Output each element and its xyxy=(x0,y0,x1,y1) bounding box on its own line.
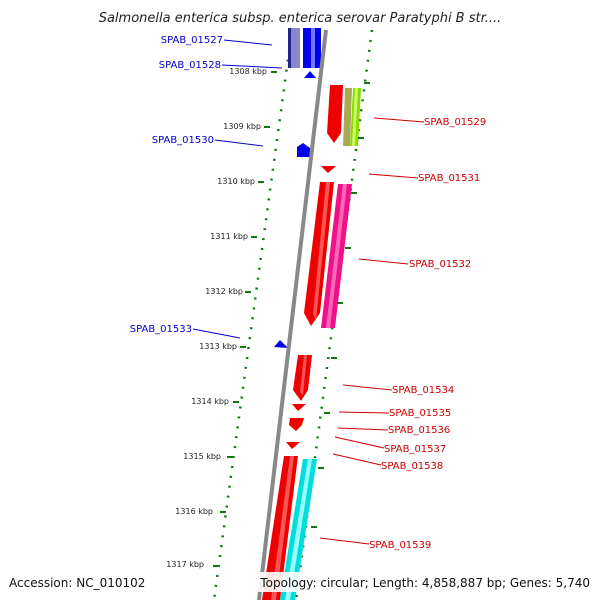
ruler-label: 1314 kbp xyxy=(191,397,229,406)
gene-spab-01527-shade xyxy=(291,28,300,68)
gene-spab-01539-hi xyxy=(285,459,312,600)
forward-gene-labels: SPAB_01529 SPAB_01531 SPAB_01532 SPAB_01… xyxy=(319,117,486,551)
gene-label-spab-01531[interactable]: SPAB_01531 xyxy=(418,173,480,184)
gene-spab-01530[interactable] xyxy=(297,143,310,157)
ruler-label: 1316 kbp xyxy=(175,507,213,516)
gene-label-spab-01537[interactable]: SPAB_01537 xyxy=(384,444,446,455)
gene-label-spab-01534[interactable]: SPAB_01534 xyxy=(392,385,454,396)
gene-label-spab-01536[interactable]: SPAB_01536 xyxy=(388,425,450,436)
genome-summary-text: Topology: circular; Length: 4,858,887 bp… xyxy=(259,576,590,590)
map-title: Salmonella enterica subsp. enterica sero… xyxy=(99,11,502,26)
gene-label-spab-01535[interactable]: SPAB_01535 xyxy=(389,408,451,419)
gene-spab-01538-hi xyxy=(271,456,294,600)
accession-text: Accession: NC_010102 xyxy=(9,576,145,590)
ruler-label: 1312 kbp xyxy=(205,287,243,296)
gene-spab-01532-hi xyxy=(313,182,330,320)
genome-backbone xyxy=(257,29,328,600)
leader-line xyxy=(319,537,370,545)
gene-spab-01532-pink-hi xyxy=(326,184,347,328)
leader-line xyxy=(338,411,390,414)
gene-spab-01537[interactable] xyxy=(286,442,300,449)
leader-line xyxy=(223,39,273,46)
gene-label-spab-01538[interactable]: SPAB_01538 xyxy=(381,461,443,472)
gene-spab-01536[interactable] xyxy=(289,418,304,431)
leader-line xyxy=(192,328,241,339)
reverse-gene-labels: SPAB_01527 SPAB_01528 SPAB_01530 SPAB_01… xyxy=(130,35,283,339)
inner-ticks xyxy=(305,82,370,579)
gene-label-spab-01528[interactable]: SPAB_01528 xyxy=(159,60,221,71)
leader-line xyxy=(214,139,264,147)
ruler-label: 1309 kbp xyxy=(223,122,261,131)
leader-line xyxy=(373,117,425,123)
kbp-ruler: 1308 kbp 1309 kbp 1310 kbp 1311 kbp 1312… xyxy=(166,67,277,569)
gene-label-spab-01533[interactable]: SPAB_01533 xyxy=(130,324,192,335)
gene-spab-01534-hi xyxy=(300,355,307,395)
ruler-label: 1311 kbp xyxy=(210,232,248,241)
gene-label-spab-01532[interactable]: SPAB_01532 xyxy=(409,259,471,270)
reverse-features xyxy=(274,28,321,348)
gene-spab-01529-olive xyxy=(343,88,352,146)
footer-left-bg xyxy=(4,572,150,592)
gene-spab-01535[interactable] xyxy=(292,404,306,411)
footer-right-bg xyxy=(256,572,594,592)
gene-label-spab-01527[interactable]: SPAB_01527 xyxy=(161,35,223,46)
ruler-label: 1308 kbp xyxy=(229,67,267,76)
leader-line xyxy=(334,436,385,449)
ruler-label: 1315 kbp xyxy=(183,452,221,461)
leader-line xyxy=(342,384,393,391)
gene-spab-01529-green-hi xyxy=(352,88,358,146)
gene-label-spab-01539[interactable]: SPAB_01539 xyxy=(369,540,431,551)
leader-line xyxy=(332,453,382,466)
ruler-label: 1317 kbp xyxy=(166,560,204,569)
ruler-label: 1313 kbp xyxy=(199,342,237,351)
leader-line xyxy=(358,258,409,265)
gene-spab-01528-head xyxy=(304,71,316,78)
gene-spab-01531[interactable] xyxy=(321,166,336,173)
leader-line xyxy=(337,427,389,431)
gene-label-spab-01530[interactable]: SPAB_01530 xyxy=(152,135,214,146)
gene-spab-01533[interactable] xyxy=(274,340,288,348)
leader-line xyxy=(368,173,419,179)
gene-spab-01528-highlight xyxy=(311,28,315,68)
gene-spab-01529[interactable] xyxy=(327,85,343,143)
leader-line xyxy=(221,64,283,69)
gene-label-spab-01529[interactable]: SPAB_01529 xyxy=(424,117,486,128)
forward-features xyxy=(262,85,361,600)
ruler-label: 1310 kbp xyxy=(217,177,255,186)
